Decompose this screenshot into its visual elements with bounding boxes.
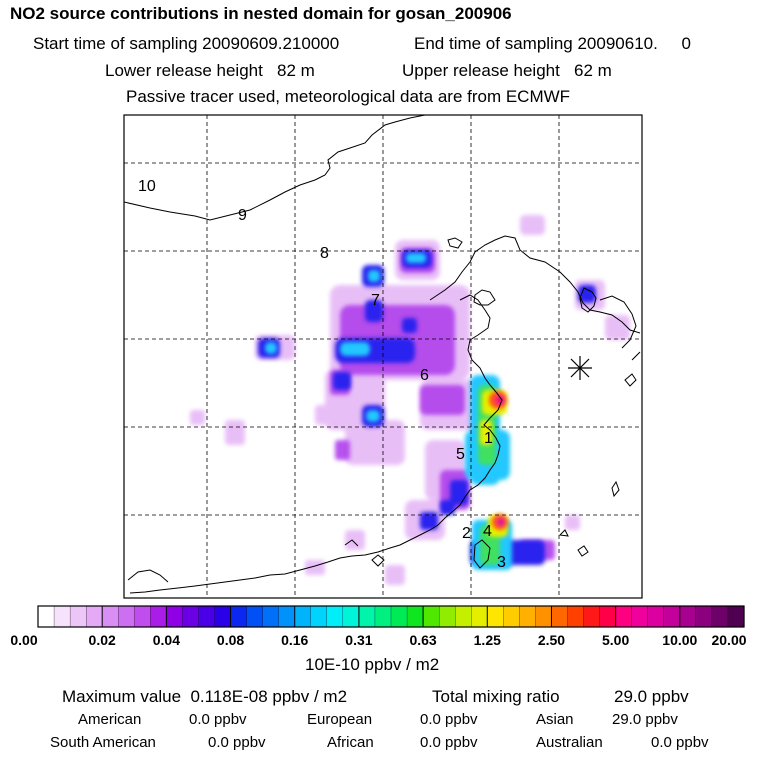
- source-asian-name: Asian: [536, 711, 574, 728]
- colorbar-tick-label: 5.00: [602, 632, 630, 648]
- colorbar-swatch: [342, 605, 360, 628]
- colorbar-swatch: [390, 605, 408, 628]
- colorbar-swatch: [406, 605, 424, 628]
- start-time-label: Start time of sampling 20090609.210000: [33, 34, 340, 53]
- colorbar-swatch: [37, 605, 55, 628]
- colorbar-swatch: [727, 605, 745, 628]
- region-label-6: 6: [420, 367, 429, 384]
- colorbar-swatch: [214, 605, 232, 628]
- plot-title: NO2 source contributions in nested domai…: [10, 4, 512, 23]
- colorbar-swatch: [663, 605, 681, 628]
- colorbar-swatch: [374, 605, 392, 628]
- colorbar-swatch: [455, 605, 472, 628]
- source-european-name: European: [307, 711, 373, 728]
- colorbar-tick-label: 10.00: [662, 632, 698, 648]
- colorbar-tick-label: 0.02: [88, 632, 116, 648]
- maximum-value-label: Maximum value 0.118E-08 ppbv / m2: [62, 687, 348, 706]
- colorbar-swatch: [422, 605, 440, 628]
- colorbar-swatch: [647, 605, 665, 628]
- colorbar-swatch: [150, 605, 167, 628]
- end-time-label: End time of sampling 20090610. 0: [414, 34, 691, 53]
- colorbar-swatch: [631, 605, 649, 628]
- colorbar-swatch: [471, 605, 488, 628]
- colorbar-swatch: [358, 605, 376, 628]
- colorbar-swatch: [711, 605, 729, 628]
- total-mixing-ratio-label: Total mixing ratio: [432, 687, 560, 706]
- colorbar-swatch: [583, 605, 601, 628]
- colorbar-tick-label: 0.00: [10, 632, 38, 648]
- colorbar-swatch: [230, 605, 248, 628]
- source-american-name: American: [78, 711, 142, 728]
- map-frame: [123, 114, 643, 599]
- region-label-3: 3: [497, 554, 506, 571]
- colorbar-tick-label: 0.16: [281, 632, 309, 648]
- colorbar-swatch: [246, 605, 264, 628]
- source-european-value: 0.0 ppbv: [420, 711, 478, 728]
- colorbar: [37, 605, 745, 628]
- receptor-marker-icon: [568, 356, 592, 380]
- colorbar-swatch: [118, 605, 135, 628]
- graticule: [124, 115, 642, 598]
- source-african-name: African: [327, 734, 374, 751]
- colorbar-swatch: [85, 605, 103, 628]
- region-label-2: 2: [462, 525, 471, 542]
- total-mixing-ratio-value: 29.0 ppbv: [614, 687, 689, 706]
- concentration-field: [190, 215, 630, 585]
- colorbar-frame: [37, 605, 745, 628]
- colorbar-swatch: [438, 605, 456, 628]
- source-american-value: 0.0 ppbv: [189, 711, 247, 728]
- colorbar-swatch: [567, 605, 585, 628]
- colorbar-swatch: [310, 605, 328, 628]
- colorbar-tick-label: 20.00: [711, 632, 747, 648]
- coastlines: [124, 115, 641, 594]
- source-african-value: 0.0 ppbv: [420, 734, 478, 751]
- colorbar-unit-label: 10E-10 ppbv / m2: [305, 655, 440, 674]
- colorbar-tick-label: 0.04: [152, 632, 180, 648]
- colorbar-tick-label: 0.31: [345, 632, 373, 648]
- colorbar-swatch: [182, 605, 200, 628]
- colorbar-swatch: [615, 605, 633, 628]
- colorbar-swatch: [69, 605, 87, 628]
- region-label-10: 10: [138, 178, 156, 195]
- source-australian-name: Australian: [536, 734, 603, 751]
- colorbar-swatch: [166, 605, 183, 628]
- region-label-7: 7: [371, 292, 380, 309]
- region-label-5: 5: [456, 446, 465, 463]
- colorbar-swatch: [294, 605, 312, 628]
- colorbar-tick-label: 2.50: [537, 632, 566, 648]
- source-asian-value: 29.0 ppbv: [612, 711, 678, 728]
- colorbar-tick-label: 0.08: [216, 632, 245, 648]
- colorbar-tick-label: 0.63: [409, 632, 437, 648]
- source-australian-value: 0.0 ppbv: [651, 734, 709, 751]
- upper-release-height-label: Upper release height 62 m: [402, 61, 612, 80]
- colorbar-swatch: [53, 605, 71, 628]
- colorbar-swatch: [134, 605, 151, 628]
- region-label-9: 9: [238, 207, 247, 224]
- colorbar-swatch: [519, 605, 536, 628]
- colorbar-swatch: [487, 605, 504, 628]
- source-south-american-value: 0.0 ppbv: [208, 734, 266, 751]
- colorbar-swatch: [198, 605, 216, 628]
- region-label-4: 4: [483, 523, 492, 540]
- lower-release-height-label: Lower release height 82 m: [105, 61, 315, 80]
- source-south-american-name: South American: [50, 734, 156, 751]
- colorbar-swatch: [102, 605, 119, 628]
- colorbar-swatch: [551, 605, 569, 628]
- colorbar-swatch: [535, 605, 553, 628]
- colorbar-swatch: [695, 605, 713, 628]
- colorbar-swatch: [326, 605, 344, 628]
- tracer-note: Passive tracer used, meteorological data…: [126, 87, 571, 106]
- region-labels: 10 9 8 7 6 1 5 2 4 3: [138, 178, 506, 571]
- colorbar-swatch: [679, 605, 697, 628]
- colorbar-swatch: [262, 605, 280, 628]
- colorbar-tick-label: 1.25: [473, 632, 501, 648]
- colorbar-swatch: [503, 605, 520, 628]
- region-label-1: 1: [484, 430, 493, 447]
- region-label-8: 8: [320, 245, 329, 262]
- colorbar-swatch: [278, 605, 296, 628]
- plume-hotspots: [489, 391, 508, 530]
- colorbar-swatch: [599, 605, 617, 628]
